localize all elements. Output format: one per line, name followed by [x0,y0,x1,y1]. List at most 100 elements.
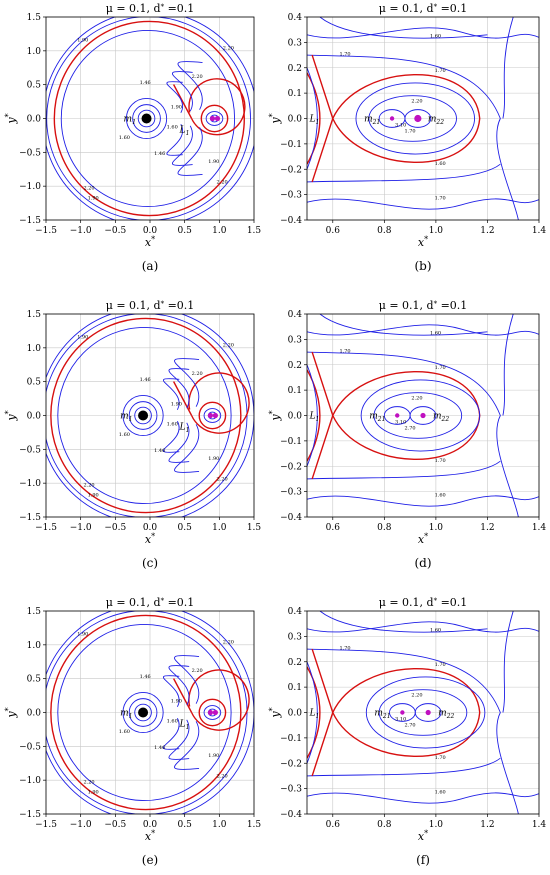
primary-mass-marker [141,113,152,124]
y-tick-label: 0.0 [27,115,42,125]
m1-label-sub: 1 [129,713,133,720]
y-tick-label: 1.0 [27,344,42,354]
y-tick-label: 0.0 [288,115,303,125]
y-tick-label: −0.2 [280,165,302,175]
contour-inner-m1 [128,401,158,430]
y-tick-label: −0.2 [280,759,302,769]
x-axis-label-main: x [145,236,152,249]
x-axis-label-main: x [145,533,152,546]
y-tick-label: 0.4 [288,310,303,320]
m1-label-sub: 1 [129,416,133,423]
m1-label: m1 [120,412,132,424]
m1-label: m1 [120,709,132,721]
contour-loop [373,392,463,439]
contour-upper-lobe [171,71,193,112]
contour-value-label: 1.90 [208,753,219,759]
contour-value-label: 2.20 [217,773,228,779]
x-tick-label: 0.8 [377,226,392,236]
contour-value-label: 1.60 [430,33,441,39]
contour-value-label: 2.20 [411,395,422,401]
contour-line [307,54,519,220]
y-tick-label: −0.5 [19,148,41,158]
y-tick-label: 0.2 [288,64,302,74]
contour-value-label: 1.70 [435,458,446,464]
mass-m22-marker [425,709,431,716]
secondary-mass-marker [214,115,221,122]
contour-inner-m1 [128,698,158,727]
contour-upper-lobe [168,665,190,706]
contour-lower-lobe [166,124,184,156]
contour-value-label: 1.46 [154,745,165,751]
x-tick-label: 1.5 [247,226,262,236]
m22-label-sub: 22 [441,416,450,423]
panel-title-prefix: μ = 0.1, d [106,596,161,609]
y-tick-label: −1.0 [19,776,41,786]
y-tick-label: 0.4 [288,607,303,617]
panel-title-sup: * [434,300,438,308]
m21-label-sub: 21 [372,119,381,126]
y-tick-label: 0.3 [288,38,303,48]
x-tick-label: 0.8 [377,820,392,830]
contour-line [502,611,514,713]
contour-upper-lobe [168,368,190,409]
L1-label-main: L [309,709,316,719]
contour-value-label: 1.70 [435,662,446,668]
contour-inner-m1 [134,406,152,425]
contour-line [307,460,501,480]
critical-outer-contour [50,317,242,514]
x-tick-label: 1.2 [480,226,494,236]
mass-m22-marker [420,412,426,419]
m21-label: m21 [374,709,390,721]
contour-lower-lobe [174,424,200,473]
x-axis-label-main: x [418,236,425,249]
contour-upper-lobe [163,675,180,707]
panel-title-suffix: =0.1 [164,2,194,15]
contour-value-label: 1.90 [77,631,88,637]
contour-upper-lobe [163,378,180,410]
x-tick-label: 0.5 [178,226,193,236]
y-tick-label: 0.0 [288,709,303,719]
contour-group [46,17,254,220]
x-axis-label-main: x [418,533,425,546]
x-tick-label: 0.6 [326,820,341,830]
y-axis-label: y* [4,410,18,421]
x-tick-label: −1.5 [35,820,57,830]
contour-value-label: 1.90 [171,401,182,407]
y-tick-label: 1.0 [27,47,42,57]
y-tick-label: −1.5 [19,513,41,523]
critical-inner-contour [188,78,246,136]
x-tick-label: −1.0 [70,820,92,830]
contour-value-label: 1.60 [119,135,130,141]
x-axis-label-sup: * [424,532,428,541]
contour-inner-m1 [125,97,168,140]
critical-inner-contour [188,669,250,731]
contour-value-label: 1.60 [435,493,446,499]
mass-m21-marker [395,413,400,418]
y-tick-label: −0.3 [280,191,302,201]
contour-value-label: 1.60 [167,719,178,725]
contour-value-label: 1.70 [435,196,446,202]
contour-value-label: 1.60 [430,330,441,336]
x-tick-label: −0.5 [104,820,126,830]
contour-inner-m1 [132,104,161,133]
contour-lower-lobe [168,422,190,463]
contour-value-label: 2.20 [217,476,228,482]
contour-outer-1p90 [46,17,251,220]
contour-value-label: 1.90 [208,159,219,165]
contour-outer-1p60 [60,29,236,208]
x-tick-label: 1.0 [212,226,227,236]
contour-value-label: 1.60 [167,422,178,428]
y-tick-label: 0.1 [288,386,302,396]
y-tick-label: −0.4 [280,513,302,523]
x-tick-label: −0.5 [104,523,126,533]
y-tick-label: 0.5 [27,675,42,685]
contour-group [46,314,254,517]
y-tick-label: −0.1 [280,140,302,150]
contour-inner-m1 [122,691,164,734]
L1-label: L1 [309,115,320,127]
contour-value-label: 1.90 [88,493,99,499]
m1-label-main: m [124,115,133,125]
contour-value-label: 1.46 [154,448,165,454]
panel-caption: (b) [414,259,431,273]
y-axis-label-sup: * [4,707,13,711]
